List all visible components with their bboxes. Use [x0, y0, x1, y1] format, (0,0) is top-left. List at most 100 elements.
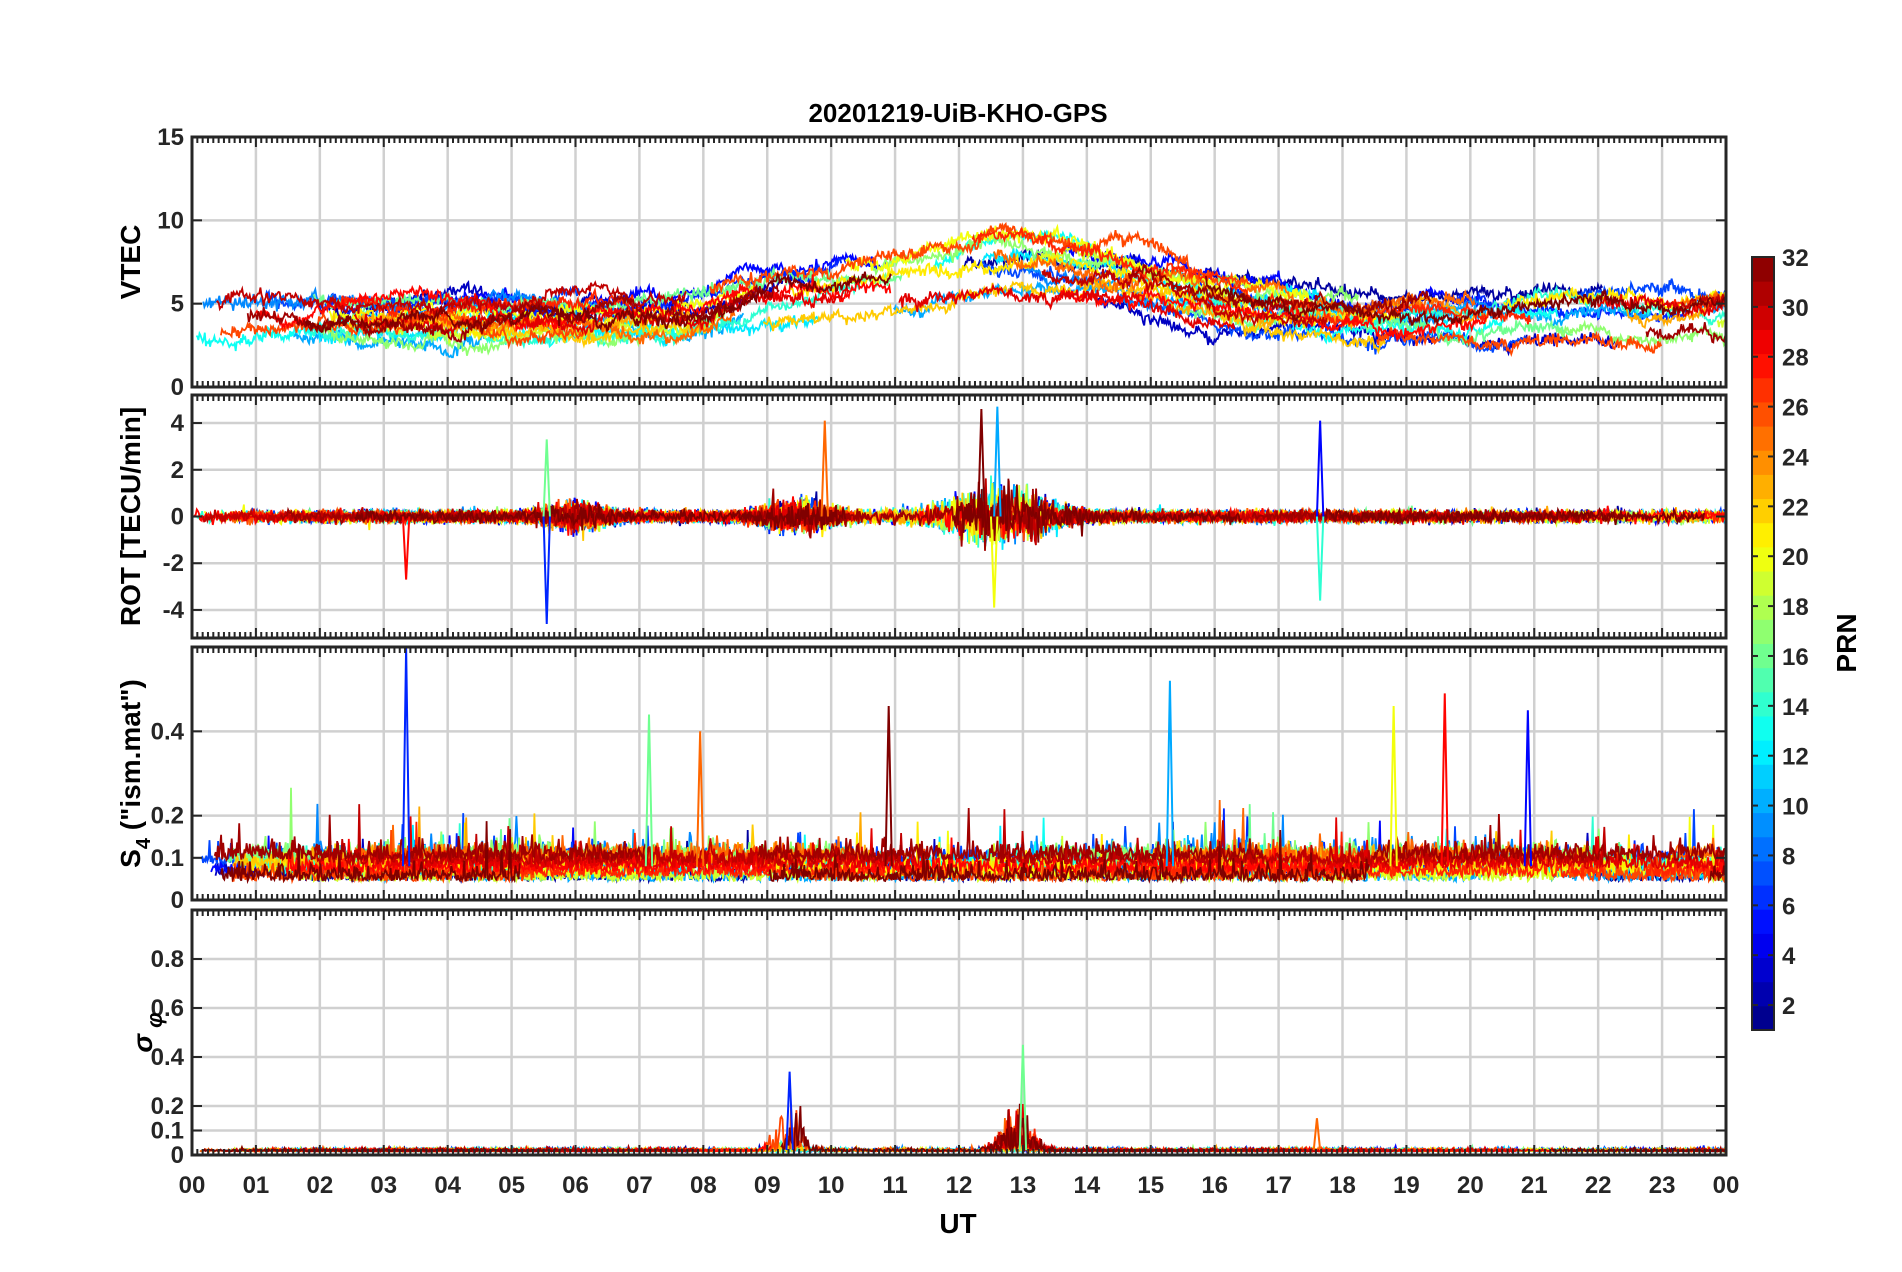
colorbar-cell [1752, 981, 1774, 1007]
y-tick-label: 2 [171, 457, 184, 484]
colorbar-cell [1752, 619, 1774, 644]
x-tick-label: 09 [754, 1172, 781, 1199]
y-axis-label: ROT [TECU/min] [115, 407, 146, 626]
colorbar-cell [1752, 909, 1774, 934]
x-tick-label: 13 [1010, 1172, 1037, 1199]
y-axis-label: VTEC [115, 225, 146, 300]
panel-vtec: 0 5 10 15 VTEC [115, 124, 1728, 401]
x-tick-label: 08 [690, 1172, 717, 1199]
peak-mark [884, 706, 893, 867]
colorbar-cell [1752, 426, 1774, 451]
peak-mark [1440, 693, 1449, 867]
colorbar-cell [1752, 836, 1774, 862]
y-tick-label: -4 [163, 597, 185, 624]
peak-mark [542, 439, 551, 517]
prn-trace [1645, 322, 1726, 344]
gridlines [192, 910, 1726, 1155]
colorbar-cell [1752, 305, 1774, 330]
prn-trace [215, 280, 687, 319]
colorbar-tick-label: 2 [1782, 993, 1795, 1020]
y-tick-label: 10 [157, 207, 184, 234]
x-tick-label: 05 [498, 1172, 525, 1199]
peak-mark [1389, 706, 1398, 867]
colorbar-cell [1752, 643, 1774, 669]
colorbar-tick-label: 16 [1782, 644, 1809, 671]
ticks: 0 0.1 0.2 0.4 [151, 647, 1727, 914]
y-tick-label: 0.4 [151, 718, 185, 745]
colorbar-tick-label: 18 [1782, 594, 1809, 621]
x-tick-label: 14 [1073, 1172, 1100, 1199]
x-tick-label: 07 [626, 1172, 653, 1199]
colorbar-tick-label: 4 [1782, 943, 1796, 970]
x-tick-label: 22 [1585, 1172, 1612, 1199]
peak-mark [820, 420, 829, 517]
colorbar-cell [1752, 353, 1774, 379]
y-axis-label: σ φ [127, 1012, 167, 1052]
colorbar-tick-label: 24 [1782, 444, 1809, 471]
prn-trace [1372, 813, 1726, 863]
peak-mark [1315, 516, 1325, 601]
colorbar-tick-label: 26 [1782, 395, 1809, 422]
x-tick-label: 23 [1649, 1172, 1676, 1199]
peak-mark [401, 647, 411, 867]
colorbar-tick-label: 14 [1782, 694, 1809, 721]
prn-trace [1096, 297, 1619, 357]
peak-mark [1312, 1118, 1322, 1151]
y-tick-label: 0.6 [151, 995, 184, 1022]
prn-trace [762, 275, 1386, 355]
colorbar-cell [1752, 329, 1774, 355]
prn-trace [788, 252, 1400, 329]
x-tick-label: 03 [370, 1172, 397, 1199]
y-tick-label: 0 [171, 887, 184, 914]
panel-s4: 0 0.1 0.2 0.4S4 ("ism.mat") [115, 645, 1728, 914]
x-tick-label: 11 [882, 1172, 907, 1199]
colorbar-cell [1752, 764, 1774, 789]
colorbar-cell [1752, 1005, 1774, 1031]
colorbar-cell [1752, 812, 1774, 838]
colorbar-tick-label: 6 [1782, 893, 1795, 920]
peak-mark [1018, 1044, 1028, 1151]
traces-rot [192, 406, 1726, 625]
prn-trace [1689, 852, 1726, 875]
colorbar-cell [1752, 401, 1774, 427]
y-tick-label: 0.8 [151, 946, 184, 973]
x-tick-label: 02 [306, 1172, 333, 1199]
prn-trace [780, 1103, 1186, 1154]
y-tick-label: 15 [157, 124, 184, 151]
x-tick-label: 00 [179, 1172, 206, 1199]
y-tick-label: 0.1 [151, 845, 184, 872]
colorbar-cell [1752, 450, 1774, 475]
x-tick-label: 15 [1137, 1172, 1164, 1199]
prn-trace [757, 807, 1264, 863]
colorbar-cell [1752, 474, 1774, 500]
peak-mark [1315, 420, 1325, 517]
colorbar-label: PRN [1831, 613, 1862, 672]
y-tick-label: 0.2 [151, 1093, 184, 1120]
y-tick-label: 0 [171, 374, 184, 401]
y-tick-label: -2 [163, 550, 184, 577]
prn-trace [952, 478, 1242, 543]
x-tick-label: 20 [1457, 1172, 1484, 1199]
prn-trace [1709, 864, 1726, 881]
prn-trace [849, 837, 1409, 876]
gridlines [192, 137, 1726, 387]
colorbar-cell [1752, 715, 1774, 741]
y-tick-label: 0 [171, 504, 184, 531]
colorbar-cell [1752, 933, 1774, 959]
x-tick-label: 00 [1713, 1172, 1740, 1199]
colorbar-tick-label: 32 [1782, 245, 1809, 272]
colorbar-cell [1752, 740, 1774, 765]
peak-mark [542, 516, 551, 625]
colorbar-cell [1752, 571, 1774, 596]
x-tick-label: 19 [1393, 1172, 1420, 1199]
colorbar-cell [1752, 691, 1774, 717]
prn-trace [354, 502, 847, 531]
colorbar-tick-label: 12 [1782, 744, 1809, 771]
prn-trace [1127, 263, 1432, 318]
peak-mark [695, 731, 705, 867]
y-tick-label: 0.2 [151, 803, 184, 830]
chart-title: 20201219-UiB-KHO-GPS [808, 98, 1107, 128]
prn-trace [328, 285, 758, 329]
prn-trace [1056, 282, 1488, 343]
